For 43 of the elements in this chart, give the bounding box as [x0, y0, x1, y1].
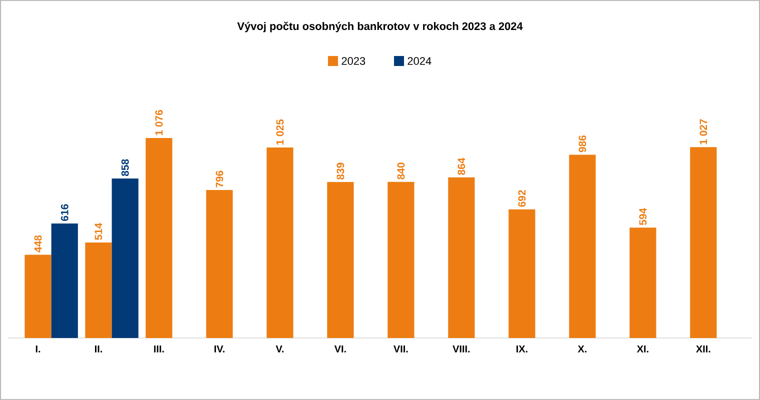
legend-label: 2024 [408, 57, 432, 65]
x-tick-label: VI. [334, 346, 346, 352]
data-label: 1 027 [700, 119, 708, 144]
bar [630, 228, 656, 338]
data-label: 986 [578, 135, 586, 152]
data-label: 840 [397, 162, 405, 180]
bar [85, 242, 112, 338]
x-tick-label: XII. [696, 346, 710, 352]
x-tick-label: II. [95, 346, 102, 352]
bar [146, 138, 172, 338]
x-tick-label: I. [36, 346, 40, 352]
bar [690, 147, 717, 338]
bar [24, 254, 52, 338]
data-label: 1 025 [276, 119, 284, 145]
x-tick-label: VIII. [452, 346, 470, 352]
bar [266, 147, 294, 338]
x-tick-label: XI. [636, 346, 648, 352]
x-tick-label: V. [276, 346, 284, 352]
bar [51, 224, 78, 338]
bar [508, 209, 536, 338]
bar [327, 182, 354, 338]
legend-label: 2023 [342, 57, 366, 65]
bar [206, 190, 233, 338]
data-label: 616 [60, 204, 68, 221]
x-tick-label: III. [154, 346, 164, 352]
x-tick-label: X. [578, 346, 586, 352]
bar [388, 182, 414, 338]
data-label: 864 [458, 158, 466, 175]
data-label: 858 [121, 159, 129, 176]
x-tick-label: IV. [214, 346, 224, 352]
x-tick-label: VII. [394, 346, 408, 352]
bar [112, 178, 138, 338]
x-tick-label: IX. [516, 346, 528, 352]
data-label: 594 [639, 208, 647, 226]
data-label: 514 [94, 222, 102, 240]
data-label: 796 [216, 170, 224, 188]
data-label: 692 [518, 190, 526, 207]
data-label: 448 [34, 235, 42, 252]
bar [569, 154, 596, 338]
chart-title: Vývoj počtu osobných bankrotov v rokoch 2023 a 2024 [237, 22, 523, 32]
data-label: 1 076 [155, 110, 163, 136]
data-label: 839 [336, 162, 344, 180]
bar [448, 177, 475, 338]
